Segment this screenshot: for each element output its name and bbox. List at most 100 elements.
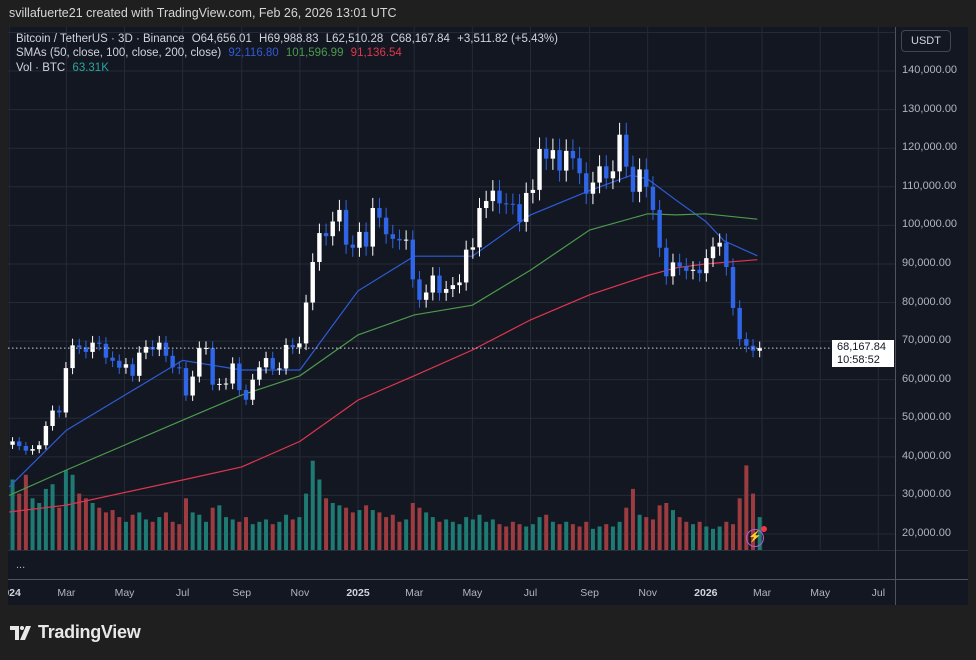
volume-bar xyxy=(317,479,322,550)
candle-body xyxy=(250,379,255,400)
volume-bar xyxy=(43,488,48,550)
candle-body xyxy=(664,247,669,277)
volume-bar xyxy=(550,521,555,550)
volume-bar xyxy=(63,470,68,550)
volume-bar xyxy=(630,488,635,550)
volume-bar xyxy=(50,484,55,550)
volume-bar xyxy=(444,519,449,550)
price-axis-tick: 110,000.00 xyxy=(902,179,957,192)
last-price: 68,167.84 xyxy=(837,341,886,353)
brand-name: TradingView xyxy=(38,622,141,642)
volume-bar xyxy=(304,493,309,550)
time-axis-tick: 2025 xyxy=(346,587,370,599)
volume-bar xyxy=(650,519,655,550)
volume-bar xyxy=(70,474,75,550)
price-axis-tick: 90,000.00 xyxy=(902,256,951,269)
volume-bar xyxy=(677,517,682,550)
volume-bar xyxy=(97,507,102,550)
price-chart[interactable] xyxy=(8,27,968,605)
candle-body xyxy=(510,203,516,205)
candle-body xyxy=(210,348,215,385)
tradingview-logo: TradingView xyxy=(10,622,141,643)
volume-bar xyxy=(417,507,422,550)
candle-body xyxy=(10,441,15,445)
price-axis-tick: 40,000.00 xyxy=(902,449,951,462)
candle-body xyxy=(724,242,729,268)
volume-bar xyxy=(664,503,669,550)
candle-body xyxy=(137,352,142,376)
candle-body xyxy=(110,357,115,361)
candle-body xyxy=(37,445,42,450)
volume-bar xyxy=(530,524,535,550)
volume-bar xyxy=(270,524,275,550)
candle-body xyxy=(403,239,409,241)
volume-bar xyxy=(377,512,382,550)
time-axis-tick: Nov xyxy=(290,587,310,599)
candle-body xyxy=(390,234,395,239)
legend-sma200: 91,136.54 xyxy=(350,47,402,59)
time-axis-tick: 2024 xyxy=(8,587,21,599)
legend-symbol[interactable]: Bitcoin / TetherUS · 3D · Binance xyxy=(16,33,185,45)
volume-bar xyxy=(277,521,282,550)
legend-open: O64,656.01 xyxy=(191,33,252,45)
legend-close: C68,167.84 xyxy=(390,33,450,45)
candle-body xyxy=(604,166,609,179)
volume-bar xyxy=(77,493,82,550)
candle-body xyxy=(537,148,542,190)
candle-body xyxy=(90,342,95,352)
candle-body xyxy=(564,150,569,171)
currency-button[interactable]: USDT xyxy=(901,30,951,52)
candle-body xyxy=(217,383,222,385)
price-axis-tick: 30,000.00 xyxy=(902,488,951,501)
candle-body xyxy=(503,203,509,205)
volume-bar xyxy=(17,493,22,550)
volume-bar xyxy=(143,519,148,550)
volume-bar xyxy=(637,514,642,550)
volume-bar xyxy=(597,526,602,550)
volume-bar xyxy=(290,519,295,550)
volume-bar xyxy=(490,519,495,550)
candle-body xyxy=(263,358,269,368)
volume-bar xyxy=(384,517,389,550)
candle-body xyxy=(617,134,622,172)
time-axis-tick: Nov xyxy=(638,587,658,599)
candle-body xyxy=(584,173,589,194)
candle-body xyxy=(423,292,429,300)
price-axis-tick: 20,000.00 xyxy=(902,527,951,539)
lightning-icon[interactable]: ⚡ xyxy=(746,526,767,547)
legend-sma50: 92,116.80 xyxy=(228,47,279,59)
candle-body xyxy=(237,363,242,391)
volume-bar xyxy=(244,517,249,550)
volume-bar xyxy=(210,507,215,550)
price-axis-tick: 130,000.00 xyxy=(902,102,958,115)
candle-body xyxy=(544,148,549,159)
candle-body xyxy=(657,209,662,248)
candle-body xyxy=(190,376,195,396)
volume-bar xyxy=(83,498,88,550)
volume-bar xyxy=(350,512,355,550)
legend-volume-label[interactable]: Vol · BTC xyxy=(16,62,66,74)
volume-bar xyxy=(510,521,515,550)
candle-body xyxy=(704,258,709,274)
more-indicators-button[interactable]: ... xyxy=(16,559,26,571)
volume-bar xyxy=(450,521,455,550)
candle-body xyxy=(157,342,162,350)
candle-body xyxy=(524,192,529,222)
volume-bar xyxy=(517,524,522,550)
candle-body xyxy=(610,171,616,179)
chart-pane[interactable]: Bitcoin / TetherUS · 3D · Binance O64,65… xyxy=(8,27,968,605)
candle-body xyxy=(123,364,129,368)
volume-bar xyxy=(524,526,529,550)
candle-body xyxy=(470,247,476,250)
volume-bar xyxy=(163,512,168,550)
volume-bar xyxy=(370,510,375,550)
legend-sma-label[interactable]: SMAs (50, close, 100, close, 200, close) xyxy=(16,47,222,59)
volume-bar xyxy=(404,519,409,550)
candle-body xyxy=(710,246,716,259)
volume-bar xyxy=(504,526,509,550)
candle-body xyxy=(717,242,722,247)
volume-bar xyxy=(604,524,609,550)
volume-bar xyxy=(110,510,115,550)
volume-bar xyxy=(684,521,689,550)
volume-bar xyxy=(717,526,722,550)
